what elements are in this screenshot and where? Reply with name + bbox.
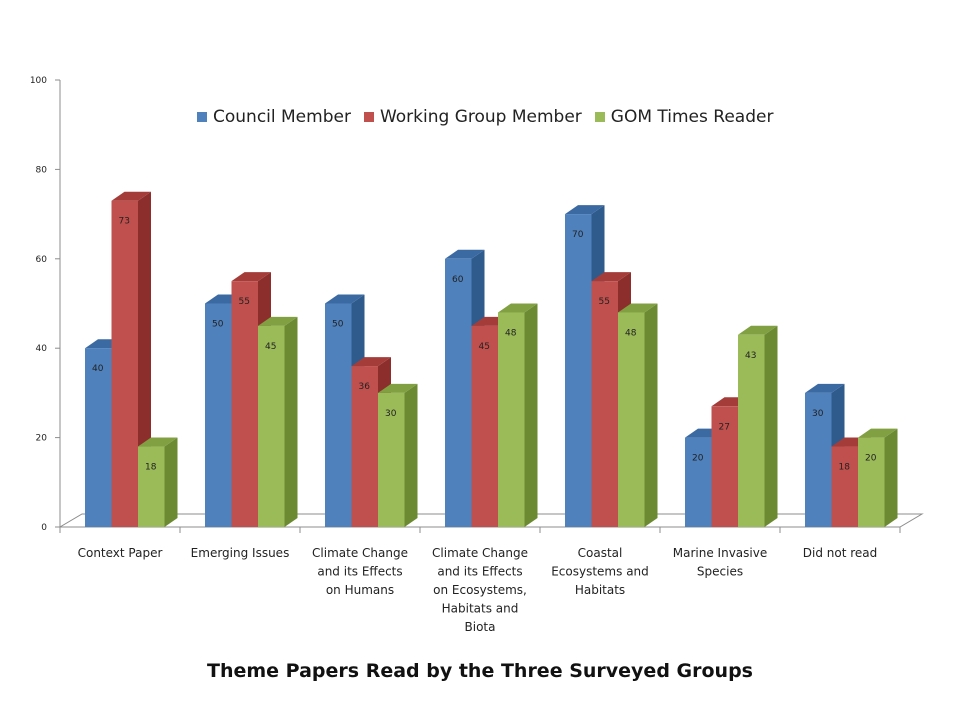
data-label: 73 bbox=[119, 217, 130, 227]
x-tick-label: Emerging Issues bbox=[191, 546, 290, 560]
legend-label-gom-times: GOM Times Reader bbox=[610, 107, 774, 127]
data-label: 55 bbox=[239, 297, 250, 307]
x-tick-label: Habitats bbox=[575, 583, 625, 597]
legend-label-council: Council Member bbox=[213, 107, 351, 127]
y-tick-label: 40 bbox=[36, 344, 48, 354]
data-label: 55 bbox=[599, 297, 610, 307]
bar bbox=[325, 303, 352, 527]
bar-side bbox=[524, 303, 538, 527]
x-tick-label: Species bbox=[697, 565, 743, 579]
bar bbox=[685, 437, 712, 527]
data-label: 20 bbox=[865, 454, 877, 464]
bar-top bbox=[591, 272, 631, 282]
data-label: 48 bbox=[505, 328, 517, 338]
bar-top bbox=[498, 303, 538, 313]
legend-item-working-group: Working Group Member bbox=[363, 107, 582, 127]
bar bbox=[205, 303, 232, 527]
data-label: 48 bbox=[625, 328, 637, 338]
bar bbox=[565, 214, 592, 527]
y-tick-label: 80 bbox=[36, 165, 48, 175]
data-label: 20 bbox=[692, 454, 704, 464]
chart-title: Theme Papers Read by the Three Surveyed … bbox=[207, 660, 753, 682]
y-tick-label: 100 bbox=[30, 76, 47, 86]
data-label: 45 bbox=[479, 342, 490, 352]
x-tick-label: and its Effects bbox=[437, 565, 522, 579]
bar bbox=[498, 312, 525, 527]
bar-side bbox=[404, 383, 418, 527]
bar bbox=[138, 446, 165, 527]
bar-top bbox=[805, 383, 845, 393]
bar-top bbox=[858, 428, 898, 438]
legend-swatch-council bbox=[197, 112, 207, 122]
legend-item-council: Council Member bbox=[197, 107, 351, 127]
bar-top bbox=[111, 191, 151, 201]
legend-swatch-gom-times bbox=[594, 112, 605, 122]
bar bbox=[711, 406, 738, 527]
x-tick-label: Habitats and bbox=[442, 602, 519, 616]
bar-top bbox=[618, 303, 658, 313]
bar-side bbox=[164, 437, 178, 527]
bar-side bbox=[764, 325, 778, 527]
x-tick-label: Climate Change bbox=[432, 546, 528, 560]
x-tick-label: and its Effects bbox=[317, 565, 402, 579]
data-label: 27 bbox=[719, 422, 730, 432]
bar bbox=[858, 437, 885, 527]
bar bbox=[231, 281, 258, 527]
legend-item-gom-times: GOM Times Reader bbox=[594, 107, 774, 127]
data-label: 50 bbox=[332, 320, 344, 330]
x-tick-label: on Humans bbox=[326, 583, 394, 597]
data-label: 40 bbox=[92, 364, 104, 374]
bar-side bbox=[644, 303, 658, 527]
data-label: 18 bbox=[839, 463, 851, 473]
legend-swatch-working-group bbox=[363, 112, 374, 122]
x-tick-label: Coastal bbox=[578, 546, 623, 560]
bar-top bbox=[325, 294, 365, 304]
bar-side bbox=[884, 428, 898, 527]
bar bbox=[258, 325, 285, 527]
data-label: 30 bbox=[385, 409, 397, 419]
bar-top bbox=[231, 272, 271, 282]
data-label: 70 bbox=[572, 230, 584, 240]
y-tick-label: 0 bbox=[41, 523, 47, 533]
bar bbox=[591, 281, 618, 527]
x-tick-label: Biota bbox=[465, 620, 496, 634]
bar bbox=[618, 312, 645, 527]
data-label: 60 bbox=[452, 275, 464, 285]
bar bbox=[378, 392, 405, 527]
data-label: 50 bbox=[212, 320, 224, 330]
bar bbox=[805, 392, 832, 527]
bar-top bbox=[738, 325, 778, 335]
bar bbox=[831, 446, 858, 527]
data-label: 36 bbox=[359, 382, 371, 392]
bar bbox=[111, 200, 138, 527]
bar-top bbox=[138, 437, 178, 447]
data-label: 45 bbox=[265, 342, 276, 352]
bar bbox=[351, 366, 378, 527]
legend-label-working-group: Working Group Member bbox=[379, 107, 582, 127]
x-tick-label: Ecosystems and bbox=[551, 565, 649, 579]
y-tick-label: 60 bbox=[36, 255, 48, 265]
bar-top bbox=[258, 316, 298, 326]
bar-top bbox=[445, 249, 485, 259]
data-label: 18 bbox=[145, 463, 157, 473]
bar-top bbox=[565, 205, 605, 215]
y-tick-label: 20 bbox=[36, 434, 48, 444]
bar-top bbox=[351, 357, 391, 367]
data-label: 43 bbox=[745, 351, 756, 361]
bar-top bbox=[378, 383, 418, 393]
x-tick-label: on Ecosystems, bbox=[433, 583, 527, 597]
bar bbox=[445, 258, 472, 527]
x-tick-label: Climate Change bbox=[312, 546, 408, 560]
x-tick-label: Marine Invasive bbox=[673, 546, 767, 560]
bar bbox=[85, 348, 112, 527]
chart-legend: Council Member Working Group Member GOM … bbox=[197, 106, 786, 128]
bar-side bbox=[284, 316, 298, 527]
x-tick-label: Context Paper bbox=[78, 546, 163, 560]
data-label: 30 bbox=[812, 409, 824, 419]
bar bbox=[738, 334, 765, 527]
x-tick-label: Did not read bbox=[803, 546, 878, 560]
bar bbox=[471, 325, 498, 527]
